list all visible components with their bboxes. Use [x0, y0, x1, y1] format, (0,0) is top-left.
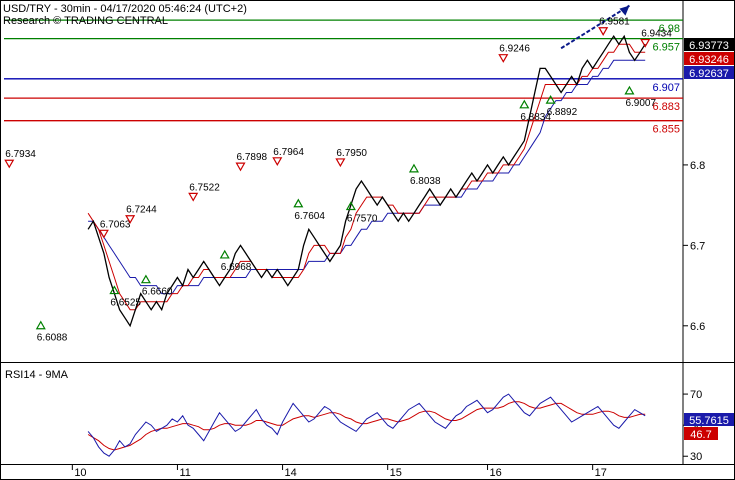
price-y-tick-label: 6.6	[690, 321, 705, 333]
high-label: 6.7964	[273, 147, 304, 158]
low-label: 6.6660	[142, 287, 173, 298]
rsi-ma-line	[87, 401, 646, 451]
high-marker	[188, 192, 199, 202]
high-label: 6.9246	[499, 44, 530, 55]
ma-fast-line	[87, 43, 646, 311]
high-marker	[498, 54, 509, 63]
high-label: 6.9434	[641, 29, 672, 40]
high-label: 6.7063	[100, 219, 131, 230]
rsi-title: RSI14 - 9MA	[5, 369, 69, 381]
high-label: 6.7244	[126, 205, 157, 216]
high-marker	[125, 215, 136, 224]
price-y-ticks: 6.6 6.7 6.8	[683, 160, 705, 333]
high-marker	[640, 38, 651, 48]
x-tick-label: 14	[285, 467, 297, 479]
chart-subtitle: Research © TRADING CENTRAL	[3, 15, 168, 27]
level-label: 6.855	[652, 124, 680, 136]
low-marker	[293, 198, 304, 208]
level-lines: 6.98 6.957 6.907 6.883 6.855	[4, 19, 683, 136]
low-label: 6.6968	[221, 262, 252, 273]
rsi-badge	[684, 413, 734, 426]
high-marker	[235, 162, 246, 172]
price-y-tick-label: 6.7	[690, 240, 705, 252]
low-label: 6.9007	[625, 98, 656, 109]
x-tick-label: 17	[595, 467, 607, 479]
low-label: 6.8892	[547, 107, 578, 118]
high-label: 6.7934	[5, 149, 36, 160]
price-badge-label: 6.93773	[689, 40, 729, 52]
x-tick-label: 16	[490, 467, 502, 479]
rsi-series-group	[87, 393, 646, 457]
rsi-badges: 55.7615 46.7	[684, 413, 734, 441]
price-y-tick-label: 6.8	[690, 160, 705, 172]
low-marker	[408, 163, 419, 173]
low-marker	[624, 85, 635, 95]
price-line	[87, 34, 646, 328]
x-tick-label: 10	[74, 467, 86, 479]
rsi-y-tick-label: 70	[690, 389, 702, 401]
level-label: 6.907	[652, 82, 680, 94]
high-marker	[598, 27, 609, 36]
price-badge-label: 6.92637	[689, 68, 729, 80]
low-label: 6.7604	[294, 211, 325, 222]
price-badge-label: 6.93246	[689, 54, 729, 66]
high-marker	[272, 157, 283, 167]
x-ticks: 10 11 14 15 16 17	[71, 464, 607, 479]
rsi-badge-label: 55.7615	[689, 415, 729, 427]
rsi-badge	[684, 427, 718, 440]
annotations-group: 6.7934 6.6088 6.7063 6.6525 6.7244 6.6660 6.75…	[4, 17, 672, 344]
level-label: 6.957	[652, 42, 680, 54]
x-tick-label: 11	[179, 467, 190, 479]
high-label: 6.7522	[189, 182, 220, 193]
low-marker	[519, 99, 530, 109]
low-label: 6.6088	[37, 333, 68, 344]
price-badge	[684, 66, 734, 79]
high-label: 6.7950	[336, 148, 367, 159]
low-marker	[545, 94, 556, 104]
low-marker	[219, 249, 230, 259]
low-label: 6.6525	[110, 298, 141, 309]
ma-slow-line	[88, 59, 646, 295]
level-label: 6.98	[659, 23, 680, 35]
rsi-badge-label: 46.7	[690, 429, 711, 441]
price-badge	[684, 38, 734, 51]
high-marker	[98, 229, 109, 239]
price-badge	[684, 52, 734, 65]
forecast-arrow-head	[619, 5, 630, 16]
low-marker	[109, 285, 120, 295]
level-label: 6.883	[652, 101, 680, 113]
price-badges: 6.93773 6.93246 6.92637	[684, 38, 734, 80]
high-label: 6.7898	[237, 152, 268, 163]
low-marker	[140, 274, 151, 284]
low-label: 6.8038	[410, 176, 441, 187]
price-series-group	[87, 4, 646, 328]
high-marker	[4, 159, 15, 169]
low-label: 6.8834	[520, 112, 551, 123]
forecast-arrow-line	[560, 4, 630, 50]
x-tick-label: 15	[390, 467, 402, 479]
chart-title: USD/TRY - 30min - 04/17/2020 05:46:24 (U…	[3, 3, 247, 15]
rsi-line	[87, 393, 646, 457]
high-marker	[335, 158, 346, 168]
rsi-y-tick-label: 30	[690, 451, 702, 463]
low-label: 6.7570	[347, 214, 378, 225]
high-label: 6.9581	[599, 17, 630, 28]
low-marker	[35, 320, 46, 330]
low-marker	[345, 201, 356, 211]
